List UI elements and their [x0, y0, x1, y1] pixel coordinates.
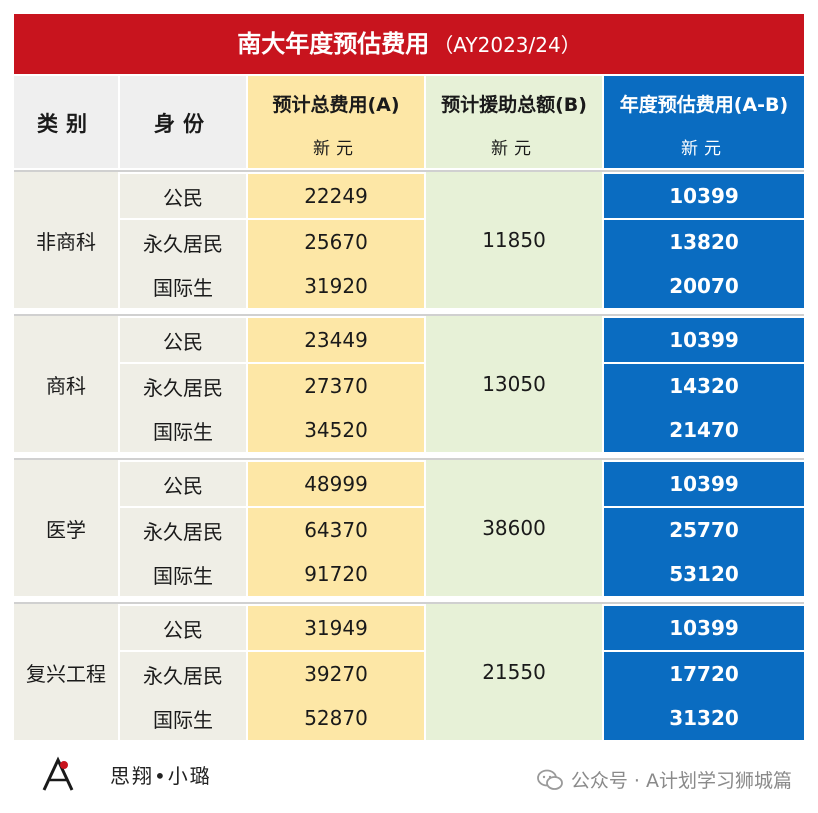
- title-sub: （AY2023/24）: [433, 33, 581, 57]
- row-identity: 公民: [120, 606, 246, 650]
- row-total: 52870: [248, 696, 424, 740]
- wechat-watermark: 公众号 · A计划学习狮城篇: [536, 766, 792, 793]
- row-total: 27370: [248, 364, 424, 408]
- row-net: 10399: [604, 318, 804, 362]
- group-aid: 13050: [426, 316, 602, 452]
- row-total: 91720: [248, 552, 424, 596]
- row-total: 31920: [248, 264, 424, 308]
- group-category: 非商科: [14, 172, 118, 308]
- wechat-account-label: 公众号 · A计划学习狮城篇: [570, 770, 792, 792]
- title-main: 南大年度预估费用: [237, 30, 430, 58]
- group-aid: 38600: [426, 460, 602, 596]
- group-aid: 21550: [426, 604, 602, 740]
- group-category: 商科: [14, 316, 118, 452]
- row-total: 22249: [248, 174, 424, 218]
- author-signature: 思翔•小璐: [110, 764, 212, 788]
- row-total: 39270: [248, 652, 424, 696]
- row-identity: 国际生: [120, 408, 246, 452]
- row-net: 10399: [604, 606, 804, 650]
- group-category: 复兴工程: [14, 604, 118, 740]
- group-category: 医学: [14, 460, 118, 596]
- row-identity: 永久居民: [120, 652, 246, 696]
- header-aid-label: 预计援助总额(B): [441, 94, 587, 116]
- row-identity: 永久居民: [120, 364, 246, 408]
- row-net: 21470: [604, 408, 804, 452]
- row-net: 17720: [604, 652, 804, 696]
- row-total: 48999: [248, 462, 424, 506]
- row-identity: 国际生: [120, 696, 246, 740]
- row-net: 31320: [604, 696, 804, 740]
- row-total: 25670: [248, 220, 424, 264]
- row-identity: 公民: [120, 318, 246, 362]
- row-total: 34520: [248, 408, 424, 452]
- row-identity: 永久居民: [120, 220, 246, 264]
- row-identity: 永久居民: [120, 508, 246, 552]
- header-net-label: 年度预估费用(A-B): [619, 94, 789, 116]
- header-total: 预计总费用(A) 新元: [248, 76, 424, 168]
- row-net: 13820: [604, 220, 804, 264]
- wechat-icon: [536, 769, 563, 790]
- row-identity: 国际生: [120, 264, 246, 308]
- row-net: 10399: [604, 174, 804, 218]
- header-identity: 身份: [120, 76, 246, 168]
- header-identity-label: 身份: [154, 112, 212, 136]
- table-title: 南大年度预估费用 （AY2023/24）: [14, 14, 804, 74]
- footer: 思翔•小璐 公众号 · A计划学习狮城篇: [0, 748, 818, 813]
- group-business: 商科 13050 公民 23449 10399 永久居民 27370 14320…: [14, 314, 804, 452]
- group-renaissance-engineering: 复兴工程 21550 公民 31949 10399 永久居民 39270 177…: [14, 602, 804, 740]
- row-identity: 公民: [120, 174, 246, 218]
- row-identity: 国际生: [120, 552, 246, 596]
- row-total: 64370: [248, 508, 424, 552]
- row-net: 14320: [604, 364, 804, 408]
- header-category: 类别: [14, 76, 118, 168]
- row-net: 20070: [604, 264, 804, 308]
- header-aid-unit: 新元: [491, 139, 537, 159]
- row-identity: 公民: [120, 462, 246, 506]
- fee-table: 南大年度预估费用 （AY2023/24） 类别 身份 预计总费用(A) 新元 预计…: [14, 14, 804, 746]
- header-net: 年度预估费用(A-B) 新元: [604, 76, 804, 168]
- header-net-unit: 新元: [681, 139, 727, 159]
- brand-logo-icon: [42, 756, 74, 791]
- row-total: 31949: [248, 606, 424, 650]
- group-medicine: 医学 38600 公民 48999 10399 永久居民 64370 25770…: [14, 458, 804, 596]
- header-total-label: 预计总费用(A): [272, 94, 400, 116]
- group-aid: 11850: [426, 172, 602, 308]
- header-total-unit: 新元: [313, 139, 359, 159]
- row-net: 25770: [604, 508, 804, 552]
- row-total: 23449: [248, 318, 424, 362]
- row-net: 53120: [604, 552, 804, 596]
- header-aid: 预计援助总额(B) 新元: [426, 76, 602, 168]
- group-non-business: 非商科 11850 公民 22249 10399 永久居民 25670 1382…: [14, 170, 804, 308]
- row-net: 10399: [604, 462, 804, 506]
- header-category-label: 类别: [37, 112, 95, 136]
